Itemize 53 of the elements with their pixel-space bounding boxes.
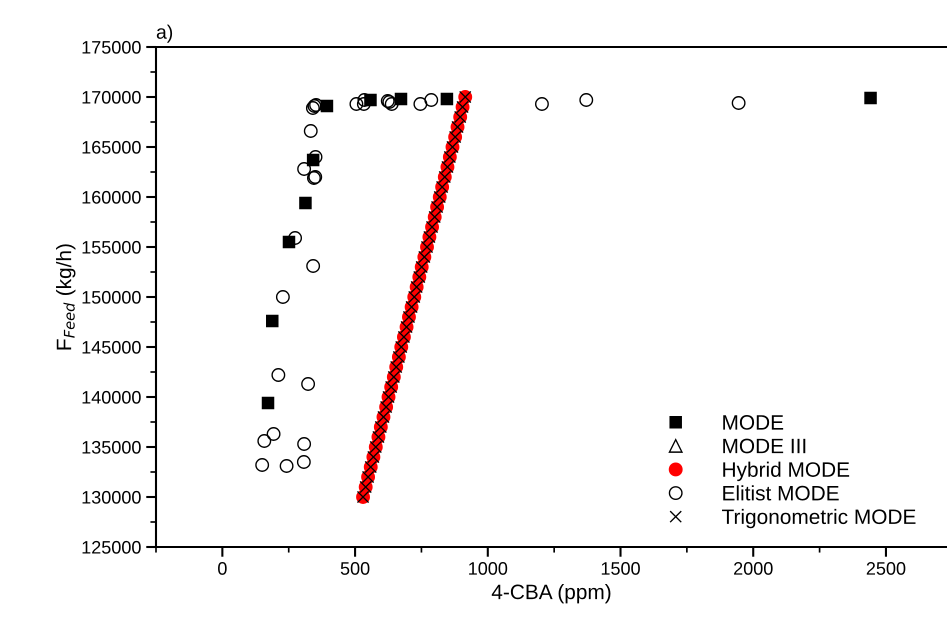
chart-title: a) bbox=[156, 24, 172, 43]
point bbox=[349, 97, 364, 111]
x-tick-label: 2500 bbox=[866, 562, 906, 575]
point bbox=[306, 259, 320, 273]
y-tick-label: 145000 bbox=[82, 340, 141, 354]
x-tick-label: 2000 bbox=[734, 562, 773, 575]
point bbox=[304, 124, 318, 138]
y-tick-label: 125000 bbox=[82, 540, 141, 554]
y-tick-label: 135000 bbox=[82, 440, 141, 454]
y-tick-label: 165000 bbox=[82, 140, 141, 154]
y-tick-label: 130000 bbox=[82, 490, 141, 504]
legend-label: MODE III bbox=[723, 438, 806, 454]
point bbox=[384, 97, 399, 111]
legend-label: Elitist MODE bbox=[723, 485, 839, 501]
point bbox=[440, 92, 454, 106]
point bbox=[308, 150, 322, 164]
point bbox=[413, 97, 428, 111]
point bbox=[288, 231, 302, 245]
point bbox=[255, 458, 270, 472]
y-tick-label: 170000 bbox=[82, 90, 141, 104]
point bbox=[732, 96, 746, 110]
point bbox=[280, 459, 294, 473]
x-axis-title: 4-CBA (ppm) bbox=[492, 584, 610, 604]
legend-label: Trigonometric MODE bbox=[722, 508, 916, 528]
point bbox=[276, 290, 290, 304]
point bbox=[864, 92, 877, 104]
point bbox=[320, 100, 334, 112]
point bbox=[296, 455, 311, 469]
point bbox=[271, 368, 286, 382]
x-tick-label: 1000 bbox=[469, 562, 508, 575]
legend-label: Hybrid MODE bbox=[723, 462, 850, 482]
y-tick-label: 140000 bbox=[82, 390, 141, 404]
point bbox=[297, 162, 312, 176]
point bbox=[424, 93, 438, 107]
point bbox=[299, 196, 312, 210]
y-tick-label: 150000 bbox=[82, 290, 141, 304]
point bbox=[579, 93, 594, 107]
y-axis-title: F$_{Feed}$ (kg/h) bbox=[56, 244, 76, 350]
point bbox=[297, 437, 312, 451]
point bbox=[262, 396, 274, 410]
y-tick-label: 160000 bbox=[82, 190, 141, 204]
point bbox=[257, 434, 272, 448]
x-tick-label: 1500 bbox=[602, 562, 640, 575]
point bbox=[356, 97, 371, 111]
point bbox=[301, 377, 316, 391]
y-tick-label: 175000 bbox=[82, 40, 141, 54]
y-tick-label: 155000 bbox=[82, 240, 141, 254]
point bbox=[535, 97, 549, 111]
legend-label: MODE bbox=[723, 415, 784, 430]
point bbox=[266, 427, 281, 441]
point bbox=[266, 314, 279, 328]
x-tick-label: 0 bbox=[218, 562, 227, 575]
x-tick-label: 500 bbox=[340, 562, 370, 575]
